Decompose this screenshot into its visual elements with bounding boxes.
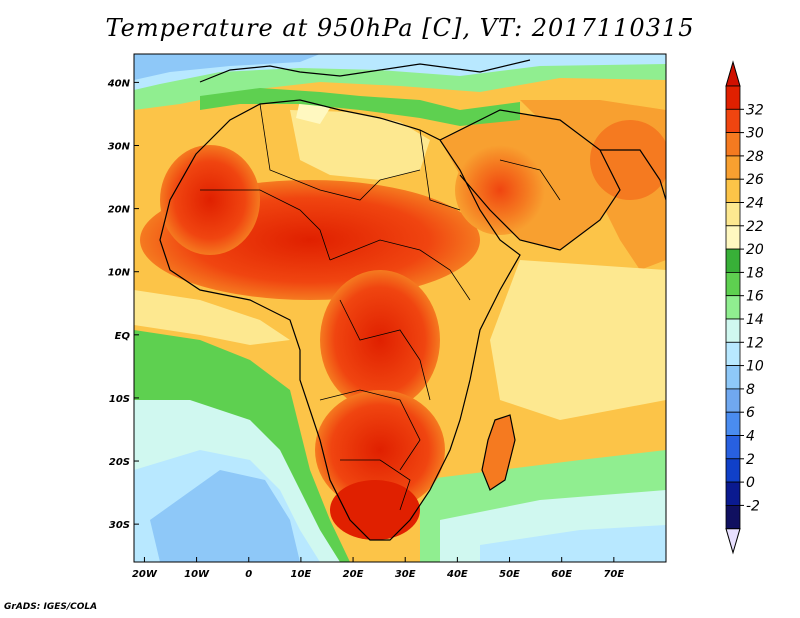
- lat-tick-label: 20N: [108, 205, 131, 216]
- lon-tick-label: 30E: [395, 569, 416, 580]
- border-line: [329, 239, 471, 301]
- colorbar-label: 20: [746, 242, 764, 258]
- colorbar-label: -2: [746, 498, 760, 514]
- colorbar-swatch: [725, 365, 741, 390]
- colorbar-swatch: [725, 458, 741, 483]
- lat-tick-label: 10S: [109, 394, 130, 405]
- colorbar-swatch: [725, 202, 741, 227]
- colorbar-swatch: [725, 85, 741, 110]
- europe-coastline: [199, 59, 531, 83]
- lat-tick-label: 30N: [108, 142, 131, 153]
- border-line: [340, 459, 411, 511]
- longitude-axis: 20W 10W 0 10E 20E 30E 40E 50E 60E 70E: [132, 557, 624, 580]
- lon-tick-label: 0: [245, 569, 252, 580]
- border-line: [339, 299, 431, 401]
- colorbar-swatch: [725, 481, 741, 506]
- colorbar-label: 22: [746, 219, 764, 235]
- border-line: [419, 129, 461, 211]
- plot-frame: [133, 53, 667, 563]
- lon-tick-label: 20W: [132, 569, 158, 580]
- colorbar-swatch: [725, 318, 741, 343]
- colorbar-label: 8: [746, 382, 755, 398]
- colorbar-label: 28: [746, 149, 764, 165]
- colorbar-swatch: [725, 178, 741, 203]
- colorbar-swatch: [725, 132, 741, 157]
- southern-africa-hot-zone: [315, 390, 445, 510]
- colorbar-swatch: [725, 225, 741, 250]
- map-field: [134, 54, 666, 562]
- colorbar-label: 10: [746, 359, 764, 375]
- lon-tick-label: 10E: [291, 569, 312, 580]
- border-line: [259, 103, 421, 201]
- colorbar-label: 32: [746, 102, 764, 118]
- lon-tick-label: 40E: [446, 569, 468, 580]
- country-borders: [200, 103, 561, 511]
- lon-tick-label: 60E: [551, 569, 572, 580]
- africa-coastline: [159, 99, 521, 541]
- border-line: [319, 389, 421, 471]
- colorbar-label: 30: [746, 126, 764, 142]
- colorbar-swatch: [725, 155, 741, 180]
- lat-tick-label: 30S: [109, 520, 130, 531]
- india-coastline: [600, 149, 667, 201]
- colorbar-swatch: [725, 504, 741, 530]
- central-africa-hot-zone: [320, 270, 440, 410]
- colorbar-swatch: [725, 295, 741, 320]
- colorbar-label: 16: [746, 289, 764, 305]
- lat-tick-label: EQ: [115, 331, 131, 342]
- indian-cold-zone: [480, 525, 666, 562]
- border-line: [499, 159, 561, 201]
- arabia-coastline: [439, 109, 621, 251]
- map-title: Temperature at 950hPa [C], VT: 201711031…: [105, 14, 695, 42]
- colorbar-bottom-arrow: [725, 528, 741, 555]
- colorbar-swatch: [725, 388, 741, 413]
- india-hot-zone: [590, 120, 666, 200]
- colorbar-label: 0: [746, 475, 755, 491]
- lon-tick-label: 20E: [343, 569, 364, 580]
- colorbar-label: 6: [746, 405, 755, 421]
- latitude-axis: 40N 30N 20N 10N EQ 10S 20S 30S: [107, 78, 139, 531]
- lon-tick-label: 50E: [499, 569, 520, 580]
- coastlines: [159, 59, 667, 541]
- colorbar-label: 2: [746, 452, 755, 468]
- colorbar-swatch: [725, 341, 741, 366]
- lat-tick-label: 40N: [107, 78, 131, 89]
- colorbar-label: 18: [746, 265, 764, 281]
- colorbar-label: 4: [746, 429, 755, 445]
- lon-tick-label: 70E: [603, 569, 624, 580]
- colorbar-swatch: [725, 271, 741, 297]
- south-africa-hot-zone: [330, 480, 420, 540]
- north-colder-zone: [134, 54, 320, 80]
- atlantic-coldest-zone: [150, 470, 300, 562]
- colorbar-top-arrow: [725, 60, 741, 87]
- sahara-cool-zone: [290, 110, 430, 180]
- lat-tick-label: 20S: [109, 457, 130, 468]
- indian-ocean-warm-zone: [490, 260, 666, 420]
- colorbar-swatch: [725, 435, 741, 460]
- colorbar-label: 26: [746, 172, 764, 188]
- mediterranean-coast-zone: [200, 88, 520, 126]
- lon-tick-label: 10W: [184, 569, 210, 580]
- colorbar-label: 12: [746, 335, 764, 351]
- west-sahara-hot-zone: [160, 145, 260, 255]
- credit-label: GrADS: IGES/COLA: [4, 602, 98, 612]
- colorbar-swatch: [725, 248, 741, 273]
- colorbar-label: 14: [746, 312, 764, 328]
- arabia-hot-zone: [455, 145, 545, 235]
- colorbar-label: 24: [746, 196, 764, 212]
- border-line: [200, 189, 331, 261]
- colorbar-swatch: [725, 411, 741, 436]
- colorbar-swatch: [725, 108, 741, 134]
- gulf-guinea-zone: [134, 290, 290, 345]
- madagascar-coastline: [481, 414, 516, 491]
- lat-tick-label: 10N: [108, 268, 131, 279]
